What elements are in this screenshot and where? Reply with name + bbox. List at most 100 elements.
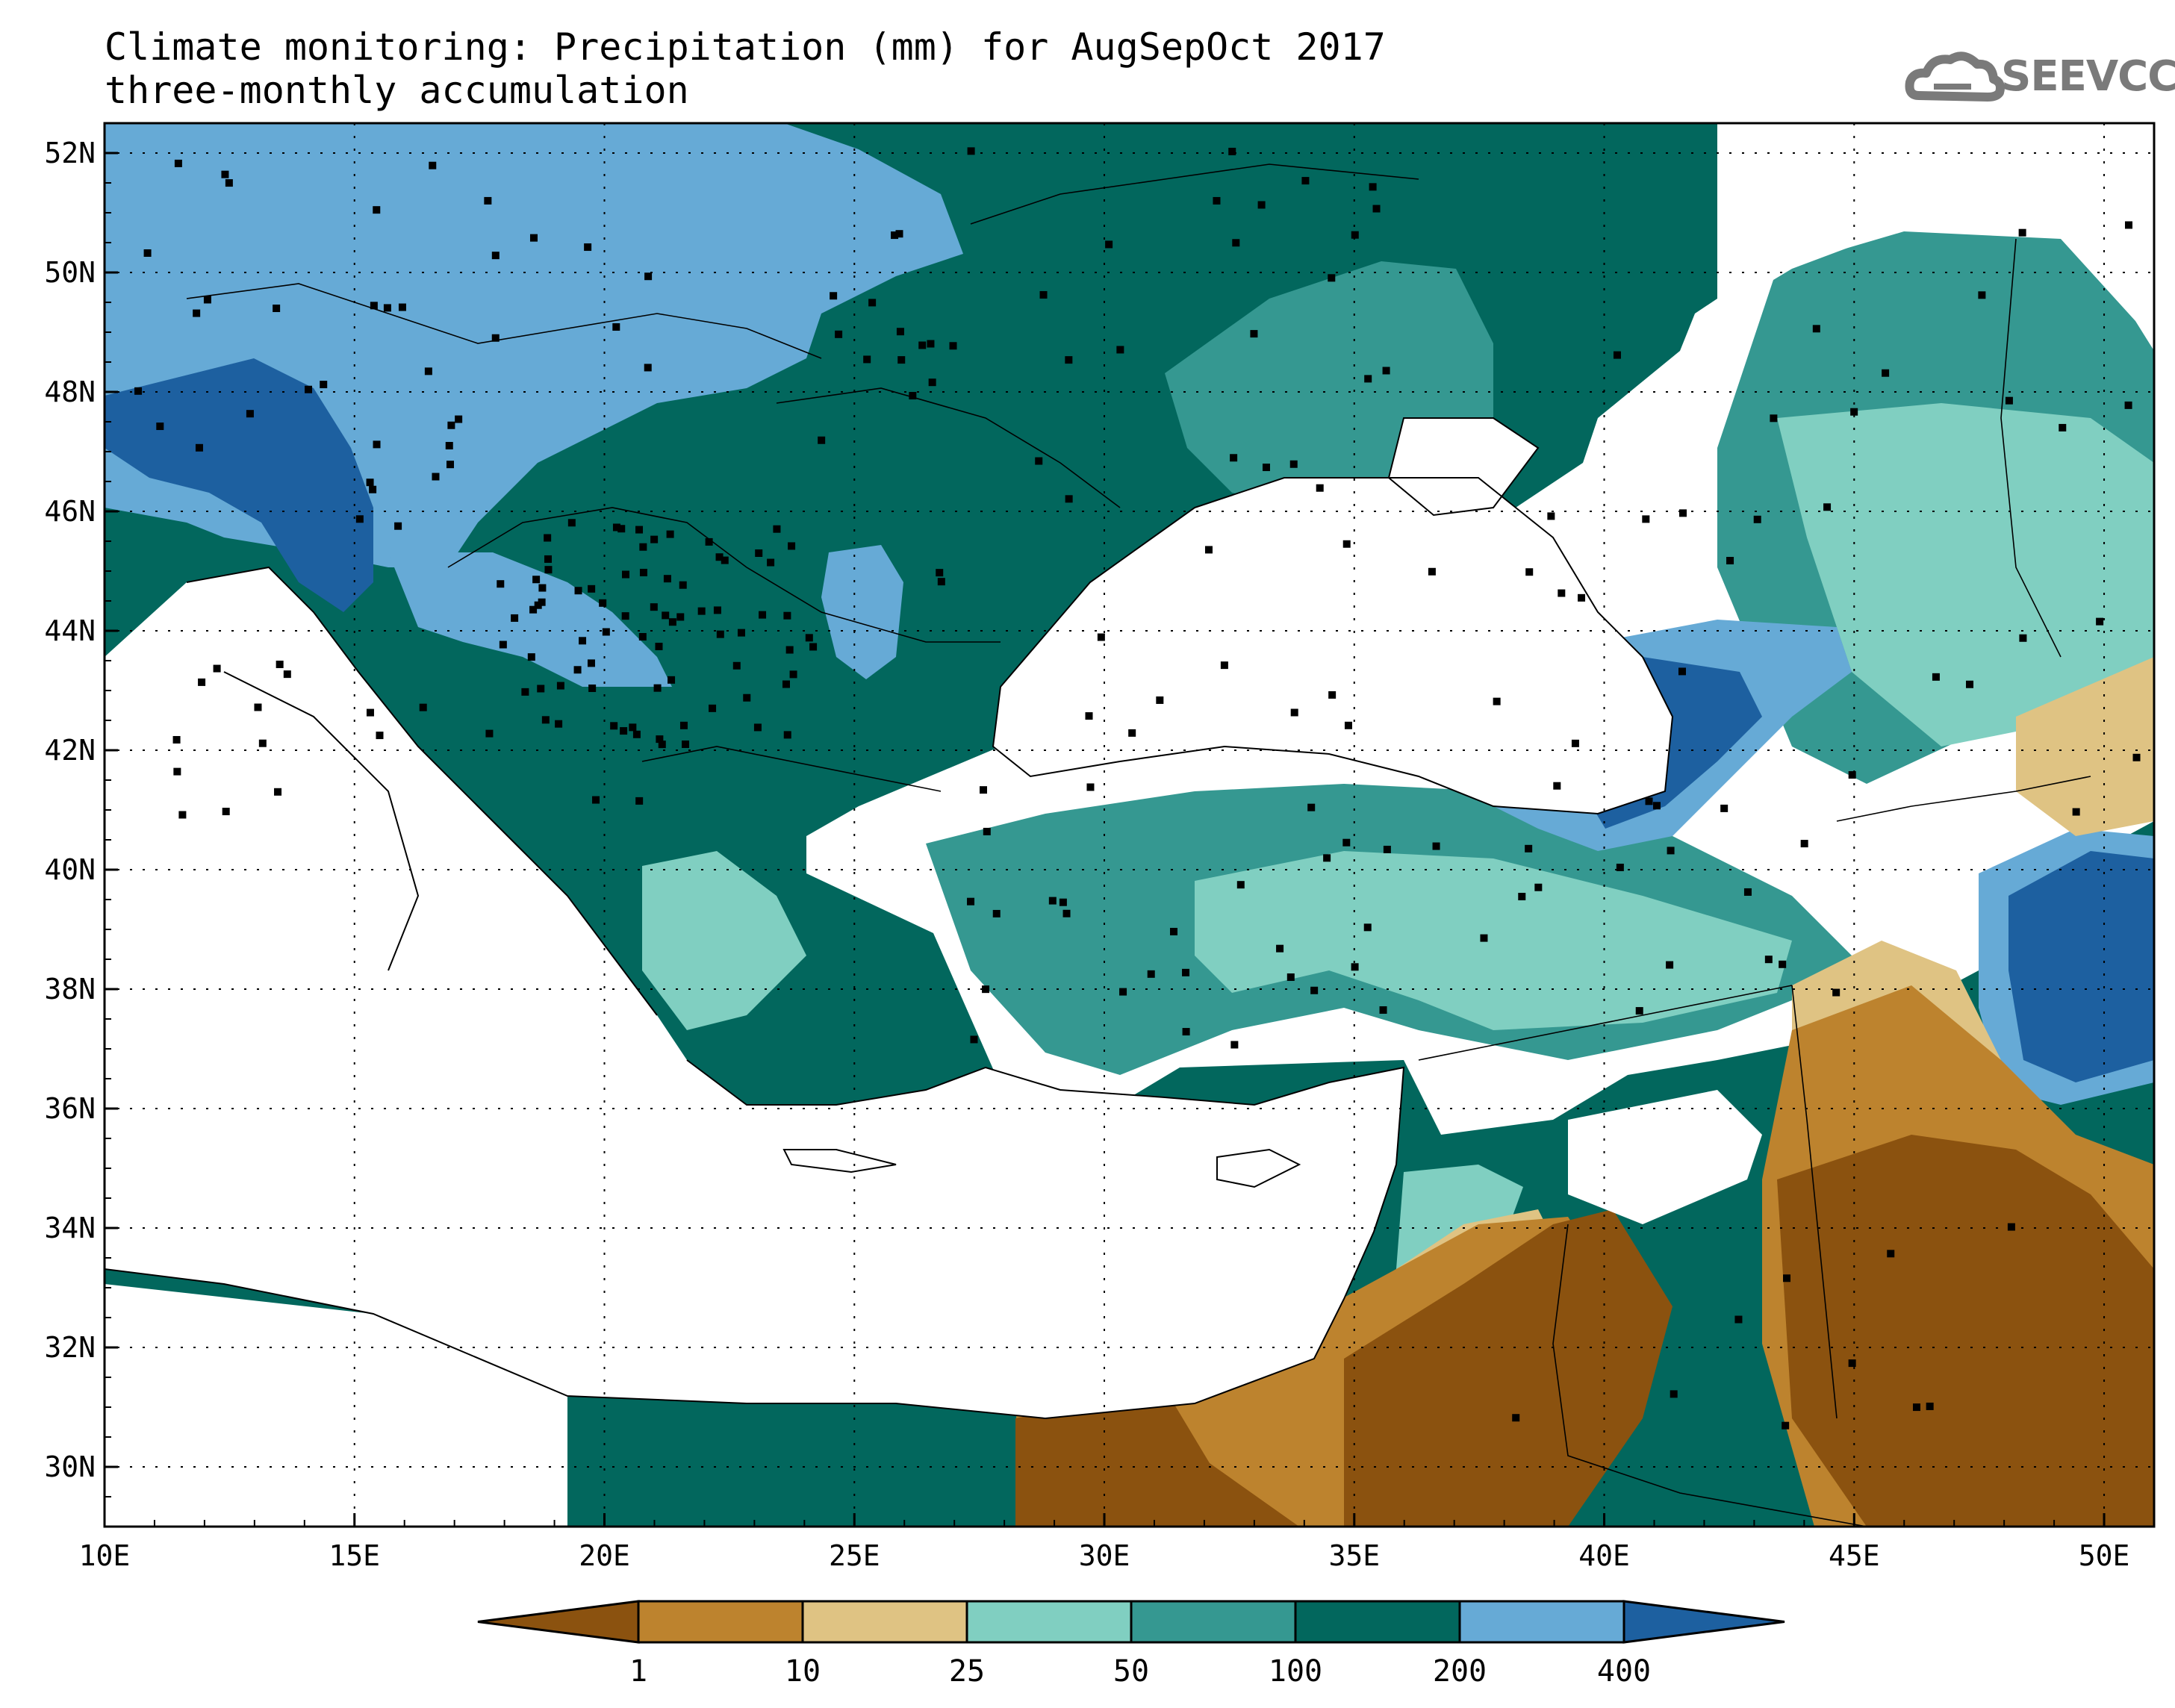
- station-marker: [1363, 923, 1372, 932]
- station-marker: [1534, 883, 1543, 891]
- station-marker: [491, 252, 500, 260]
- station-marker: [709, 704, 717, 712]
- station-marker: [1571, 739, 1579, 747]
- station-marker: [682, 740, 690, 748]
- station-marker: [1667, 847, 1675, 855]
- station-marker: [676, 613, 685, 621]
- station-marker: [1932, 673, 1940, 681]
- station-marker: [617, 525, 626, 533]
- station-marker: [373, 440, 381, 449]
- station-marker: [1558, 589, 1566, 597]
- lat-label: 38N: [44, 973, 96, 1006]
- station-marker: [305, 385, 313, 393]
- station-marker: [555, 720, 563, 728]
- colorbar-label: 200: [1433, 1654, 1487, 1689]
- station-marker: [1512, 1414, 1520, 1422]
- station-marker: [588, 684, 597, 692]
- station-marker: [655, 643, 663, 651]
- station-marker: [491, 334, 500, 342]
- station-marker: [715, 553, 724, 561]
- station-marker: [1276, 944, 1284, 953]
- map-frame: [103, 122, 2156, 1528]
- station-marker: [1734, 1315, 1743, 1324]
- station-markers: [134, 147, 2141, 1430]
- station-marker: [650, 603, 658, 611]
- colorbar-label: 10: [785, 1654, 821, 1689]
- station-marker: [773, 525, 781, 533]
- station-marker: [1666, 961, 1674, 969]
- station-marker: [668, 618, 676, 626]
- station-marker: [567, 519, 576, 527]
- colorbar-segment: [1458, 1600, 1625, 1644]
- station-marker: [1328, 691, 1337, 699]
- station-marker: [1726, 557, 1734, 565]
- station-marker: [485, 729, 494, 738]
- station-marker: [521, 688, 529, 696]
- graticule: [105, 123, 2154, 1527]
- station-marker: [928, 378, 936, 387]
- station-marker: [1182, 1028, 1190, 1036]
- station-marker: [534, 601, 542, 609]
- colorbar-segment: [965, 1600, 1133, 1644]
- field-200-400-romania: [821, 545, 903, 679]
- station-marker: [1059, 898, 1067, 906]
- lat-label: 48N: [44, 375, 96, 408]
- lat-label: 46N: [44, 495, 96, 528]
- station-marker: [1250, 330, 1258, 338]
- station-marker: [172, 735, 181, 744]
- station-marker: [783, 611, 791, 620]
- station-marker: [1085, 712, 1093, 720]
- lat-label: 32N: [44, 1331, 96, 1364]
- station-marker: [785, 646, 794, 654]
- station-marker: [1289, 460, 1298, 468]
- title-line-1: Climate monitoring: Precipitation (mm) f…: [105, 25, 1386, 69]
- station-marker: [1848, 1359, 1856, 1368]
- station-marker: [1652, 802, 1661, 810]
- field-25-50-turkey: [1195, 851, 1792, 1030]
- field-25-50-east: [1777, 403, 2154, 747]
- station-marker: [679, 581, 687, 589]
- lat-label: 36N: [44, 1092, 96, 1125]
- station-marker: [1372, 205, 1381, 213]
- colorbar-segment: [637, 1600, 804, 1644]
- station-marker: [1966, 680, 1974, 688]
- station-marker: [283, 670, 291, 679]
- station-marker: [967, 147, 975, 155]
- station-marker: [1213, 196, 1221, 205]
- station-marker: [982, 985, 990, 994]
- station-marker: [1678, 667, 1686, 676]
- station-marker: [767, 558, 775, 567]
- field-200-400-balkans: [388, 552, 672, 687]
- station-marker: [274, 788, 282, 796]
- station-marker: [1328, 274, 1336, 282]
- colorbar-segment: [801, 1600, 968, 1644]
- station-marker: [697, 607, 706, 615]
- field-under-1-east: [1777, 1135, 2154, 1527]
- colorbar-segment: [1130, 1600, 1297, 1644]
- precipitation-field: [105, 123, 2154, 1527]
- station-marker: [1147, 970, 1155, 978]
- axis-ticks: [103, 152, 2106, 1527]
- station-marker: [424, 367, 432, 375]
- station-marker: [1230, 454, 1238, 462]
- station-marker: [809, 643, 818, 651]
- station-marker: [1432, 842, 1440, 850]
- station-marker: [574, 587, 582, 595]
- station-marker: [644, 364, 652, 372]
- station-marker: [2132, 753, 2141, 761]
- station-marker: [1547, 512, 1555, 520]
- station-marker: [511, 614, 519, 622]
- station-marker: [937, 578, 945, 586]
- station-marker: [622, 570, 630, 579]
- station-marker: [1613, 351, 1621, 359]
- station-marker: [1086, 783, 1095, 791]
- station-marker: [529, 234, 538, 242]
- station-marker: [2072, 808, 2080, 816]
- station-marker: [246, 410, 254, 418]
- station-marker: [891, 231, 899, 240]
- station-marker: [602, 628, 610, 636]
- lon-label: 45E: [1829, 1539, 1880, 1572]
- station-marker: [612, 323, 620, 331]
- station-marker: [587, 659, 595, 667]
- station-marker: [1428, 567, 1436, 576]
